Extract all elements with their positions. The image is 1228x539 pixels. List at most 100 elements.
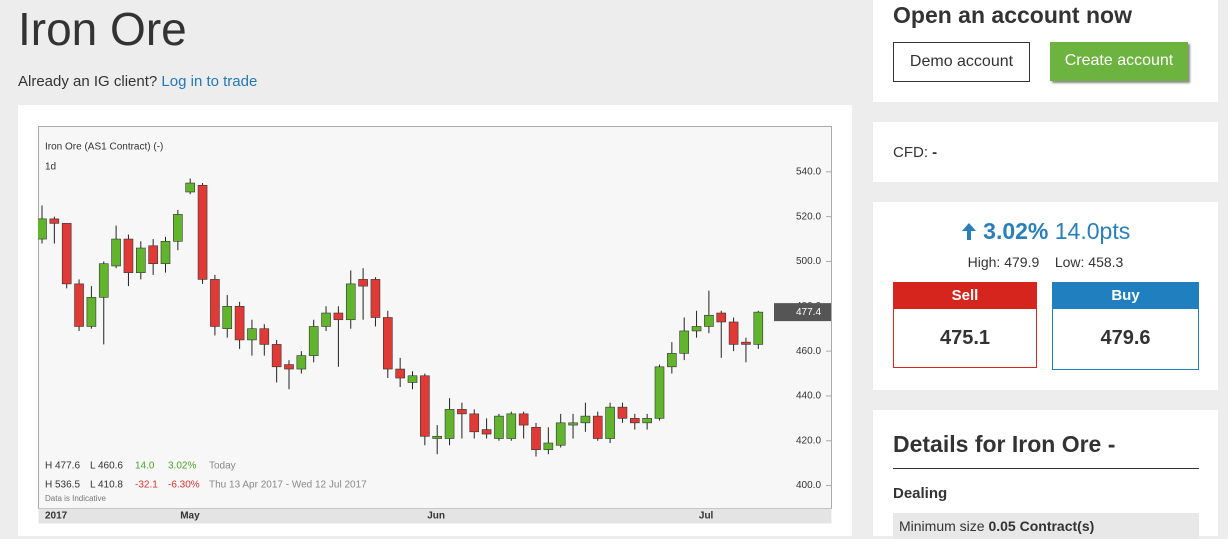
buy-label: Buy xyxy=(1053,283,1198,309)
last-price-tag xyxy=(774,303,831,322)
candle-body xyxy=(38,218,47,240)
candle-body xyxy=(543,442,554,451)
candle-body xyxy=(296,355,307,370)
candle-body xyxy=(61,223,72,285)
candle-body xyxy=(345,283,356,321)
candle-body xyxy=(284,364,294,370)
chart-interval: 1d xyxy=(45,162,56,173)
y-tick-label: 540.0 xyxy=(796,166,821,177)
create-button[interactable]: Create account xyxy=(1050,42,1188,81)
candle-body xyxy=(432,435,443,439)
min-size-label: Minimum size xyxy=(899,518,985,534)
chart-title: Iron Ore (AS1 Contract) (-) xyxy=(45,142,163,153)
candle-body xyxy=(123,238,134,273)
x-axis-bar xyxy=(38,508,832,524)
x-tick-label: 2017 xyxy=(45,511,68,522)
candle-body xyxy=(222,305,233,330)
candle-body xyxy=(494,415,504,439)
candle-body xyxy=(617,406,628,419)
candle-body xyxy=(753,311,764,345)
range-line: High: 479.9 Low: 458.3 xyxy=(873,254,1218,270)
candle-body xyxy=(506,413,517,439)
candle-body xyxy=(457,409,467,415)
candle-body xyxy=(407,375,418,383)
high-value: 479.9 xyxy=(1004,254,1040,270)
plot-frame xyxy=(38,126,832,509)
candle-body xyxy=(382,317,393,370)
details-rule xyxy=(893,468,1199,469)
stat-change-pct: -6.30% xyxy=(168,480,200,491)
stat-period: Thu 13 Apr 2017 - Wed 12 Jul 2017 xyxy=(209,480,367,491)
candle-body xyxy=(691,326,702,332)
candle-body xyxy=(333,312,344,321)
x-tick-label: Jul xyxy=(699,511,714,522)
stat-low: L 410.8 xyxy=(90,480,123,491)
cfd-label: CFD: xyxy=(893,144,928,161)
y-tick-label: 440.0 xyxy=(796,391,821,402)
stat-high: H 536.5 xyxy=(45,480,80,491)
candle-body xyxy=(74,283,84,327)
client-line: Already an IG client? Log in to trade xyxy=(18,73,257,90)
candle-body xyxy=(210,279,220,327)
candle-body xyxy=(605,406,615,439)
x-tick-label: May xyxy=(180,511,200,522)
high-label: High: xyxy=(967,254,1001,270)
y-tick-label: 460.0 xyxy=(796,346,821,357)
candle-body xyxy=(173,214,183,242)
buy-button[interactable]: Buy 479.6 xyxy=(1052,282,1199,370)
candle-body xyxy=(420,375,430,437)
cfd-line: CFD: - xyxy=(893,144,937,161)
candle-body xyxy=(136,247,146,273)
candle-body xyxy=(704,314,714,327)
candle-body xyxy=(728,321,739,345)
candle-body xyxy=(160,241,171,265)
change-pct: 3.02% xyxy=(983,218,1049,244)
stat-low: L 460.6 xyxy=(90,461,123,472)
candle-body xyxy=(197,184,208,280)
y-tick-label: 400.0 xyxy=(796,480,821,491)
stat-change: 14.0 xyxy=(135,461,155,472)
buy-price: 479.6 xyxy=(1100,327,1151,349)
candle-body xyxy=(358,279,368,287)
candle-body xyxy=(629,418,640,424)
candle-body xyxy=(679,330,690,354)
candle-body xyxy=(667,353,677,368)
candle-body xyxy=(259,328,270,345)
candle-body xyxy=(234,305,245,341)
footnote: Data is Indicative xyxy=(45,494,106,503)
min-size-value: 0.05 Contract(s) xyxy=(988,518,1095,534)
candle-body xyxy=(148,245,158,265)
y-tick-label: 500.0 xyxy=(796,256,821,267)
candle-body xyxy=(555,422,566,446)
stat-period: Today xyxy=(209,461,236,472)
last-price-label: 477.4 xyxy=(796,307,821,318)
change-line: 3.02% 14.0pts xyxy=(873,218,1218,245)
candle-body xyxy=(741,341,751,345)
sell-button[interactable]: Sell 475.1 xyxy=(893,282,1037,368)
low-label: Low: xyxy=(1054,254,1085,270)
candle-body xyxy=(654,366,665,419)
details-box: Details for Iron Ore - Dealing Minimum s… xyxy=(873,410,1218,539)
candle-body xyxy=(308,326,319,356)
account-box: Open an account now Demo account Create … xyxy=(873,0,1218,102)
details-section: Dealing xyxy=(893,485,948,502)
candle-body xyxy=(98,263,109,298)
min-size-row: Minimum size 0.05 Contract(s) xyxy=(893,513,1199,539)
stat-change-pct: 3.02% xyxy=(168,461,196,472)
change-pts: 14.0pts xyxy=(1054,218,1131,244)
candle-body xyxy=(444,409,455,439)
y-tick-label: 520.0 xyxy=(796,211,821,222)
candle-body xyxy=(518,413,529,426)
candle-body xyxy=(49,218,60,224)
candle-body xyxy=(271,344,282,368)
low-value: 458.3 xyxy=(1088,254,1124,270)
candle-body xyxy=(469,413,480,433)
demo-button[interactable]: Demo account xyxy=(893,42,1030,82)
candle-body xyxy=(247,328,257,341)
candle-body xyxy=(716,312,727,323)
x-tick-label: Jun xyxy=(427,511,445,522)
candle-body xyxy=(580,415,591,424)
login-link[interactable]: Log in to trade xyxy=(161,73,258,90)
candle-body xyxy=(531,427,541,451)
cfd-value: - xyxy=(932,144,938,161)
